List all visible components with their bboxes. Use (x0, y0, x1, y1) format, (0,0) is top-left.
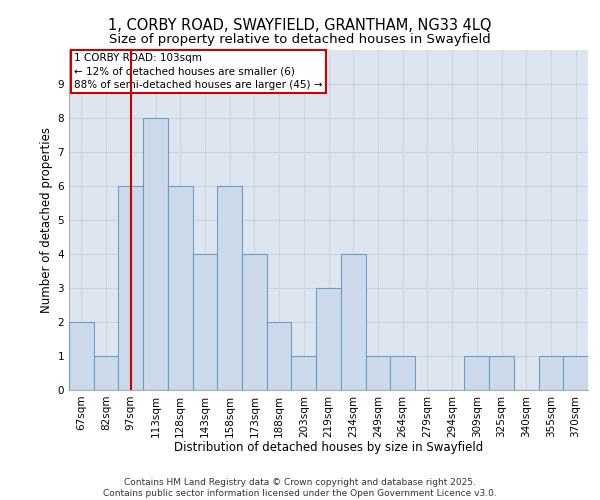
X-axis label: Distribution of detached houses by size in Swayfield: Distribution of detached houses by size … (174, 441, 483, 454)
Bar (390, 356, 415, 390)
Bar (365, 356, 390, 390)
Bar (489, 356, 514, 390)
Text: Size of property relative to detached houses in Swayfield: Size of property relative to detached ho… (109, 32, 491, 46)
Bar (341, 254, 365, 390)
Bar (563, 356, 588, 390)
Bar (168, 186, 193, 390)
Text: Contains HM Land Registry data © Crown copyright and database right 2025.
Contai: Contains HM Land Registry data © Crown c… (103, 478, 497, 498)
Text: 1, CORBY ROAD, SWAYFIELD, GRANTHAM, NG33 4LQ: 1, CORBY ROAD, SWAYFIELD, GRANTHAM, NG33… (108, 18, 492, 32)
Bar (118, 186, 143, 390)
Bar (217, 186, 242, 390)
Bar (267, 322, 292, 390)
Bar (539, 356, 563, 390)
Bar (316, 288, 341, 390)
Bar (69, 322, 94, 390)
Bar (292, 356, 316, 390)
Bar (242, 254, 267, 390)
Bar (464, 356, 489, 390)
Bar (193, 254, 217, 390)
Y-axis label: Number of detached properties: Number of detached properties (40, 127, 53, 313)
Bar (143, 118, 168, 390)
Bar (94, 356, 118, 390)
Text: 1 CORBY ROAD: 103sqm
← 12% of detached houses are smaller (6)
88% of semi-detach: 1 CORBY ROAD: 103sqm ← 12% of detached h… (74, 54, 323, 90)
